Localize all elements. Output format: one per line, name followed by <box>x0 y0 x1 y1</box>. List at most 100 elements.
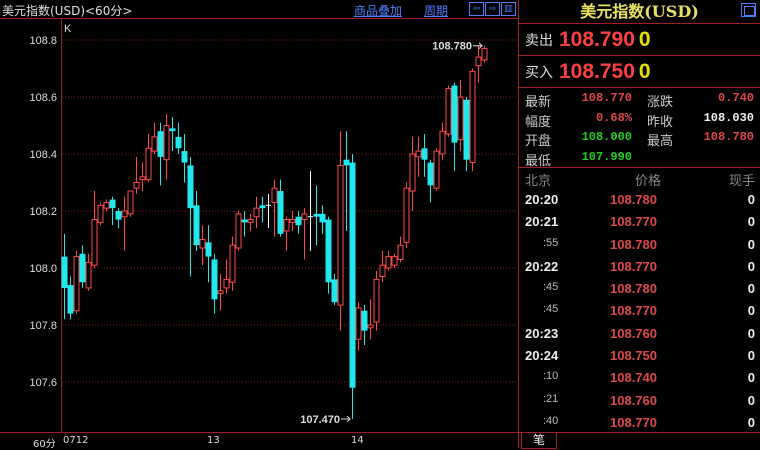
candle-body-up <box>235 213 242 249</box>
time-axis: 60分 0712 13 14 <box>0 432 519 450</box>
candle-body-up <box>355 307 362 340</box>
tick-time: 20:20 <box>525 192 559 207</box>
scroll-left-button[interactable]: ⇦ <box>469 2 484 16</box>
candle-body-up <box>415 150 422 158</box>
latest-value: 108.770 <box>581 91 632 105</box>
maximize-icon[interactable] <box>741 3 756 17</box>
price-header: 价格 <box>635 174 662 189</box>
tick-price: 108.770 <box>610 214 657 230</box>
volume-header: 现手 <box>728 174 755 189</box>
candle-body-up <box>121 210 128 218</box>
tick-price: 108.740 <box>610 370 657 386</box>
candle-body-down <box>343 159 350 166</box>
candle-body-down <box>205 242 212 257</box>
candle-body-down <box>361 310 368 331</box>
tick-time: 20:23 <box>525 325 559 341</box>
x-tick-label: 14 <box>351 435 364 446</box>
period-link[interactable]: 周期 <box>424 4 449 18</box>
candle-body-down <box>67 285 74 314</box>
high-label: 最高 <box>647 134 674 149</box>
candlestick-chart[interactable]: 108.8 108.6 108.4 108.2 108.0 107.8 107.6 K 108.… <box>0 19 519 432</box>
candle-body-down <box>421 148 428 160</box>
high-value: 108.780 <box>703 130 754 144</box>
candle-body-down <box>187 165 194 209</box>
candle-body-up <box>367 324 374 329</box>
change-value: 0.740 <box>717 91 754 105</box>
tick-time: :40 <box>543 414 559 427</box>
indicator-label: K <box>64 23 72 35</box>
tick-price: 108.770 <box>610 414 657 430</box>
candle-body-up <box>223 278 230 289</box>
tick-volume: 0 <box>747 392 755 408</box>
candle-body-down <box>349 162 356 388</box>
high-annotation: 108.780 <box>432 41 472 53</box>
candle-body-down <box>313 213 320 217</box>
low-annotation: 107.470 <box>300 414 340 426</box>
tick-price: 108.770 <box>610 303 657 319</box>
y-tick-label: 107.6 <box>29 377 57 389</box>
arrow-icon <box>341 415 351 423</box>
candle-body-down <box>463 99 470 160</box>
candle-body-up <box>151 136 158 152</box>
candle-body-down <box>277 191 284 234</box>
time-header: 北京 <box>525 174 552 189</box>
open-label: 开盘 <box>525 134 552 149</box>
candle-body-up <box>91 219 98 266</box>
candle-body-down <box>319 213 326 223</box>
tab-ticks[interactable]: 笔 <box>521 433 557 449</box>
candle-body-down <box>115 211 122 220</box>
panel-footer: 笔 <box>519 432 760 449</box>
y-tick-label: 108.0 <box>29 263 57 275</box>
tick-volume: 0 <box>747 325 755 341</box>
amplitude-value: 0.68% <box>595 110 632 125</box>
ticks-list[interactable]: 20:20 108.780 0 20:21 108.770 0:55 108.780 0 20:… <box>519 188 760 433</box>
tick-price: 108.780 <box>610 281 657 297</box>
quote-panel: 美元指数(USD) 卖出 108.790 0 买入 108.750 0 最新 1… <box>518 0 760 449</box>
sell-label: 卖出 <box>525 32 553 49</box>
y-tick-label: 108.2 <box>29 206 57 218</box>
tick-time: :21 <box>543 392 559 405</box>
candle-body-up <box>217 290 224 295</box>
candle-body-down <box>325 219 332 283</box>
tick-time: 20:22 <box>525 258 559 274</box>
candle-body-up <box>199 239 206 249</box>
stats-block: 最新 108.770 涨跌 0.740 幅度 0.68% 昨收 108.030 … <box>519 88 760 169</box>
tick-price: 108.750 <box>610 348 657 364</box>
tick-price: 108.770 <box>610 258 657 274</box>
instrument-name: 美元指数(USD) <box>580 2 699 21</box>
tick-volume: 0 <box>747 414 755 430</box>
prev-close-value: 108.030 <box>703 110 754 125</box>
candle-body-up <box>379 264 386 278</box>
tick-price: 108.760 <box>610 325 657 341</box>
candle-body-up <box>397 244 404 260</box>
scroll-right-button[interactable]: ⇨ <box>485 2 500 16</box>
tick-row: 20:24 108.750 0 <box>519 344 760 366</box>
tick-row: 20:22 108.770 0 <box>519 255 760 277</box>
tick-row: :45 108.780 0 <box>519 277 760 299</box>
tick-row: :10 108.740 0 <box>519 366 760 388</box>
candle-body-up <box>163 125 170 161</box>
split-view-button[interactable]: ▥ <box>501 2 516 16</box>
tick-row: :21 108.760 0 <box>519 389 760 411</box>
tick-price: 108.780 <box>610 236 657 252</box>
buy-volume: 0 <box>638 59 651 83</box>
candle-body-up <box>301 213 308 221</box>
tick-volume: 0 <box>747 214 755 230</box>
candle-body-up <box>271 187 278 203</box>
candle-body-up <box>85 261 92 289</box>
tick-row: 20:23 108.760 0 <box>519 322 760 344</box>
candle-body-down <box>451 85 458 143</box>
prev-close-label: 昨收 <box>647 114 674 130</box>
candle-body-up <box>97 204 104 223</box>
candle-body-up <box>289 219 296 223</box>
buy-row: 买入 108.750 0 <box>519 56 760 88</box>
tick-time: :55 <box>543 236 559 249</box>
candle-body-down <box>181 151 188 163</box>
y-tick-label: 108.4 <box>29 149 57 161</box>
overlay-commodity-link[interactable]: 商品叠加 <box>354 4 403 18</box>
candle-body-up <box>445 87 452 135</box>
candle-body-up <box>385 256 392 269</box>
candle-body-up <box>481 48 488 61</box>
tick-volume: 0 <box>747 303 755 319</box>
x-tick-label: 0712 <box>63 435 89 446</box>
